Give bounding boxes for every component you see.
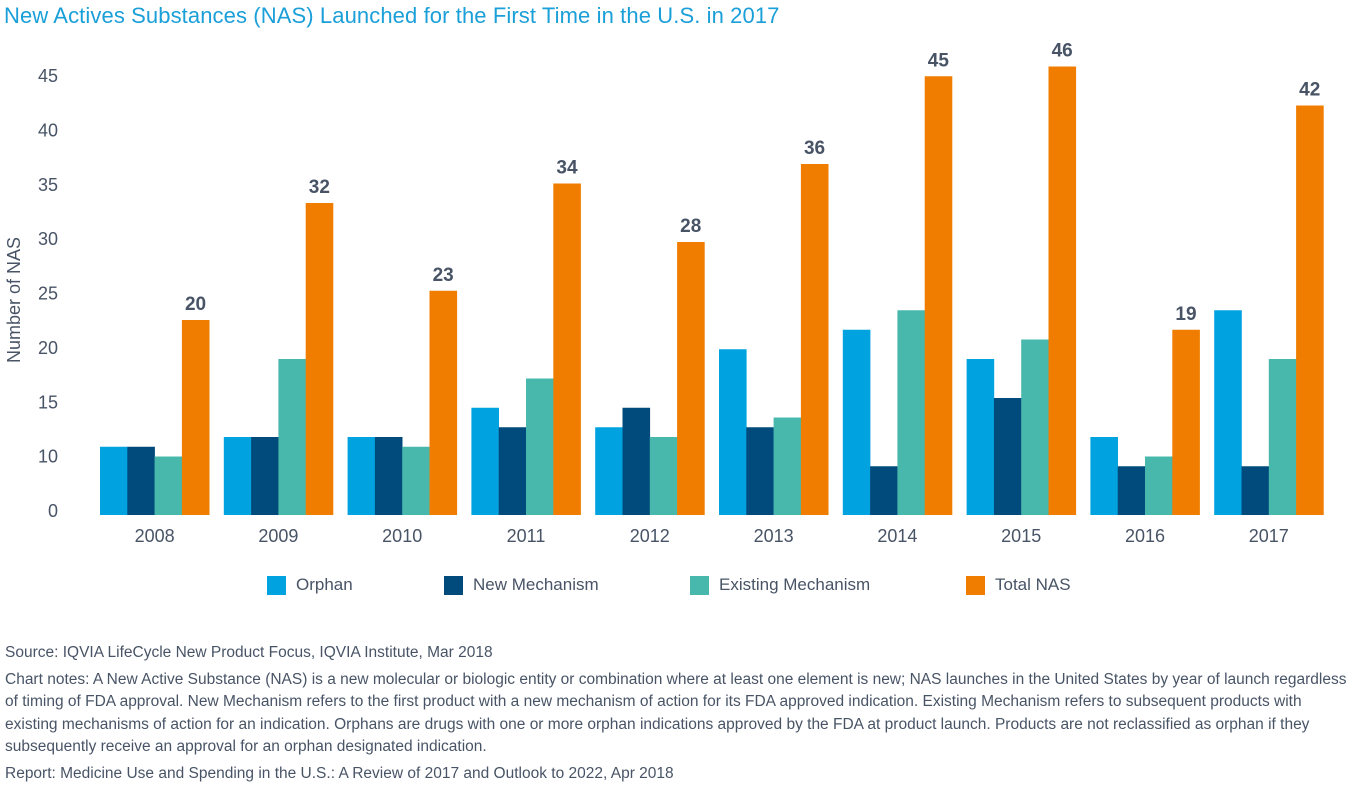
bar-existing-mechanism-2017 xyxy=(1268,359,1297,515)
bar-new-mechanism-2012 xyxy=(622,407,651,515)
data-label-total-2011: 34 xyxy=(556,158,578,179)
data-label-total-2015: 46 xyxy=(1052,41,1073,62)
bar-existing-mechanism-2012 xyxy=(649,437,678,515)
legend-label: Total NAS xyxy=(995,575,1071,594)
bar-orphan-2013 xyxy=(719,349,747,515)
bar-total-nas-2015 xyxy=(1048,66,1077,515)
bar-new-mechanism-2016 xyxy=(1117,466,1146,515)
y-tick-label: 10 xyxy=(38,447,58,467)
y-tick-label: 0 xyxy=(48,501,58,521)
y-axis-label: Number of NAS xyxy=(4,237,24,363)
bar-orphan-2014 xyxy=(842,329,871,515)
bar-existing-mechanism-2015 xyxy=(1021,339,1049,515)
legend-item-new-mechanism: New Mechanism xyxy=(444,575,599,595)
bar-orphan-2012 xyxy=(595,427,623,515)
x-tick-label: 2011 xyxy=(507,526,546,546)
legend-label: Existing Mechanism xyxy=(719,575,871,594)
bar-total-nas-2010 xyxy=(429,290,458,515)
x-tick-label: 2014 xyxy=(877,526,917,546)
bar-chart: Number of NAS 0 10 15 20 25 30 35 40 45 20 32 23 34… xyxy=(4,41,1324,546)
bar-orphan-2016 xyxy=(1090,437,1118,515)
x-tick-label: 2012 xyxy=(630,526,670,546)
legend-swatch-total-nas xyxy=(966,575,985,595)
bar-total-nas-2008 xyxy=(181,320,210,515)
legend-label: Orphan xyxy=(296,575,353,594)
legend-swatch-existing-mechanism xyxy=(690,575,709,595)
report-note: Report: Medicine Use and Spending in the… xyxy=(5,764,674,782)
y-tick-label: 25 xyxy=(38,284,58,304)
bar-total-nas-2013 xyxy=(800,164,829,515)
chart-notes-text: Chart notes: A New Active Substance (NAS… xyxy=(5,670,1347,756)
bar-existing-mechanism-2011 xyxy=(526,378,554,515)
data-label-total-2013: 36 xyxy=(804,138,825,159)
bar-orphan-2008 xyxy=(100,446,128,515)
data-label-total-2009: 32 xyxy=(309,177,330,198)
bar-existing-mechanism-2016 xyxy=(1145,456,1173,515)
bar-total-nas-2016 xyxy=(1172,329,1200,515)
legend-swatch-new-mechanism xyxy=(444,575,463,595)
bar-total-nas-2009 xyxy=(305,203,334,515)
y-tick-label: 15 xyxy=(38,392,58,412)
data-label-total-2008: 20 xyxy=(185,294,206,315)
data-label-total-2010: 23 xyxy=(433,265,454,286)
bar-new-mechanism-2010 xyxy=(374,437,403,515)
bar-new-mechanism-2015 xyxy=(993,398,1022,515)
bar-new-mechanism-2017 xyxy=(1241,466,1270,515)
y-tick-label: 45 xyxy=(38,66,58,86)
legend-item-orphan: Orphan xyxy=(267,575,353,595)
bars: 20 32 23 34 28 36 45 46 19 42 xyxy=(100,41,1324,515)
y-tick-label: 35 xyxy=(38,175,58,195)
bar-existing-mechanism-2008 xyxy=(154,456,183,515)
bar-orphan-2011 xyxy=(471,407,499,515)
bar-existing-mechanism-2010 xyxy=(402,446,430,515)
bar-orphan-2009 xyxy=(223,437,252,515)
x-tick-label: 2010 xyxy=(382,526,422,546)
y-tick-label: 30 xyxy=(38,229,58,249)
x-tick-label: 2013 xyxy=(754,526,794,546)
x-tick-label: 2009 xyxy=(258,526,298,546)
x-axis-ticks: 2008 2009 2010 2011 2012 2013 2014 2015 2016 2017 xyxy=(135,526,1289,546)
legend-item-existing-mechanism: Existing Mechanism xyxy=(690,575,870,595)
legend-swatch-orphan xyxy=(267,575,286,595)
legend-label: New Mechanism xyxy=(473,575,599,594)
y-tick-label: 20 xyxy=(38,338,58,358)
bar-total-nas-2017 xyxy=(1296,105,1324,515)
bar-new-mechanism-2013 xyxy=(746,427,774,515)
bar-new-mechanism-2014 xyxy=(870,466,898,515)
data-label-total-2014: 45 xyxy=(928,50,950,71)
x-tick-label: 2017 xyxy=(1249,526,1289,546)
bar-existing-mechanism-2013 xyxy=(773,417,802,515)
bar-orphan-2015 xyxy=(966,359,995,515)
source-note: Source: IQVIA LifeCycle New Product Focu… xyxy=(5,644,493,661)
data-label-total-2012: 28 xyxy=(680,216,701,237)
bar-total-nas-2014 xyxy=(924,76,953,515)
y-tick-label: 40 xyxy=(38,120,58,140)
bar-orphan-2017 xyxy=(1214,310,1242,515)
chart-notes: Source: IQVIA LifeCycle New Product Focu… xyxy=(5,642,1350,785)
data-label-total-2017: 42 xyxy=(1299,80,1320,101)
x-tick-label: 2016 xyxy=(1125,526,1165,546)
bar-new-mechanism-2008 xyxy=(127,446,155,515)
bar-total-nas-2011 xyxy=(553,183,581,515)
chart-title: New Actives Substances (NAS) Launched fo… xyxy=(4,3,780,28)
x-tick-label: 2008 xyxy=(135,526,175,546)
bar-new-mechanism-2011 xyxy=(498,427,527,515)
data-label-total-2016: 19 xyxy=(1175,304,1196,325)
bar-existing-mechanism-2009 xyxy=(278,359,306,515)
x-tick-label: 2015 xyxy=(1001,526,1041,546)
bar-existing-mechanism-2014 xyxy=(897,310,925,515)
bar-orphan-2010 xyxy=(347,437,376,515)
y-axis-ticks: 0 10 15 20 25 30 35 40 45 xyxy=(38,66,58,521)
bar-total-nas-2012 xyxy=(677,242,705,515)
legend: Orphan New Mechanism Existing Mechanism … xyxy=(0,575,1352,599)
legend-item-total-nas: Total NAS xyxy=(966,575,1071,595)
bar-new-mechanism-2009 xyxy=(251,437,279,515)
